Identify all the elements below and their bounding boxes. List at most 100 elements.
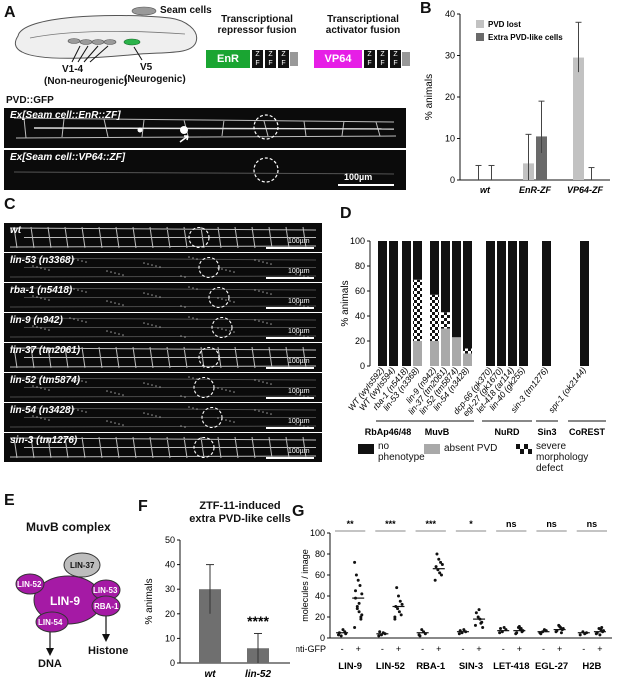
anti-gfp-label: anti-GFP xyxy=(296,644,326,654)
data-point xyxy=(435,552,439,556)
y-tick-label: 40 xyxy=(355,311,365,321)
scale-bar-label: 100µm xyxy=(288,448,310,455)
v5-sublabel: (Neurogenic) xyxy=(124,74,186,85)
micrograph-enr-label: Ex[Seam cell::EnR::ZF] xyxy=(10,110,121,121)
y-tick-label: 60 xyxy=(355,286,365,296)
enr-box: EnR xyxy=(206,50,250,68)
strain-label: lin-53 (n3368) xyxy=(10,255,74,266)
panel-label-f: F xyxy=(138,498,148,515)
data-point xyxy=(354,589,357,593)
data-point xyxy=(360,592,364,596)
legend-severe: severe morphology defect xyxy=(536,441,589,474)
condition-minus: - xyxy=(381,644,384,654)
data-point xyxy=(418,634,422,638)
pvd-image xyxy=(9,406,317,429)
micrograph-enr-zf: Ex[Seam cell::EnR::ZF] xyxy=(4,108,406,148)
data-point xyxy=(341,628,345,632)
scale-bar xyxy=(266,307,314,309)
panel-label-a: A xyxy=(4,4,16,21)
repressor-title: Transcriptional repressor fusion xyxy=(217,14,297,36)
seam-cell-legend-icon xyxy=(131,6,157,16)
y-tick-label: 40 xyxy=(445,9,455,19)
stacked-bar xyxy=(413,241,422,280)
data-point xyxy=(578,633,582,637)
significance-label: ns xyxy=(546,519,557,529)
significance-label: *** xyxy=(385,519,396,529)
v5-label: V5 xyxy=(140,62,153,73)
condition-minus: - xyxy=(341,644,344,654)
condition-minus: - xyxy=(421,644,424,654)
condition-plus: + xyxy=(517,644,522,654)
legend-no-phenotype: no phenotype xyxy=(378,441,425,463)
data-point xyxy=(353,626,357,629)
y-tick-label: 20 xyxy=(165,609,175,619)
pvd-image xyxy=(9,436,317,459)
data-point xyxy=(434,565,438,569)
scale-bar xyxy=(266,367,314,369)
chart-f: 0 10 20 30 40 50 % animals wt lin-52 **** xyxy=(144,535,290,680)
strain-label: lin-9 (n942) xyxy=(10,315,63,326)
data-point xyxy=(517,624,521,628)
y-tick-label: 10 xyxy=(445,134,455,144)
pvd-neuron-image xyxy=(13,114,397,143)
data-point xyxy=(433,578,437,582)
legend-entry: PVD lost xyxy=(488,20,521,29)
histone-label: Histone xyxy=(88,645,129,657)
legend-swatch-severe xyxy=(516,444,532,454)
protein-label: LIN-52 xyxy=(376,661,405,672)
x-tick-label: lin-52 xyxy=(245,669,272,680)
condition-plus: + xyxy=(396,644,401,654)
scale-bar xyxy=(266,337,314,339)
data-point xyxy=(539,632,543,636)
y-tick-label: 20 xyxy=(445,92,455,102)
pvd-image xyxy=(9,226,317,249)
condition-minus: - xyxy=(502,644,505,654)
data-point xyxy=(396,607,400,611)
muvb-diagram xyxy=(15,552,121,656)
condition-plus: + xyxy=(597,644,602,654)
condition-minus: - xyxy=(461,644,464,654)
significance-label: * xyxy=(469,519,473,529)
pvd-neuron-image-2 xyxy=(13,157,395,183)
legend-swatch xyxy=(476,33,484,41)
stacked-bar xyxy=(463,348,472,354)
group-label: Sin3 xyxy=(537,427,556,437)
data-point xyxy=(439,560,443,564)
data-point xyxy=(499,627,503,631)
legend-entry: Extra PVD-like cells xyxy=(488,33,563,42)
stacked-bar xyxy=(413,279,422,341)
y-tick-label: 20 xyxy=(315,612,325,622)
panel-label-g: G xyxy=(292,503,305,520)
stacked-bar xyxy=(389,241,398,366)
data-point xyxy=(399,613,403,617)
pvd-image xyxy=(9,316,317,339)
y-tick-label: 80 xyxy=(355,261,365,271)
seam-cell-v2 xyxy=(79,39,93,45)
stacked-bar xyxy=(430,294,439,341)
data-point xyxy=(438,571,442,575)
activator-title: Transcriptional activator fusion xyxy=(325,14,401,36)
worm-diagram xyxy=(14,6,198,63)
strain-label: wt xyxy=(10,225,22,236)
significance-stars: **** xyxy=(247,613,269,629)
stacked-bar xyxy=(519,241,528,366)
y-tick-label: 40 xyxy=(165,560,175,570)
data-point xyxy=(457,632,461,636)
x-tick-label: VP64-ZF xyxy=(567,185,604,195)
scale-bar-label: 100µm xyxy=(288,268,310,275)
y-axis-label: % animals xyxy=(424,74,435,120)
stacked-bar xyxy=(430,341,439,366)
stacked-bar xyxy=(378,241,387,366)
group-label: NuRD xyxy=(495,427,520,437)
data-point xyxy=(355,607,359,611)
condition-plus: + xyxy=(356,644,361,654)
strain-micrograph: sin-3 (tm1276) 100µm xyxy=(4,433,322,462)
data-point xyxy=(357,601,361,605)
data-point xyxy=(498,631,502,635)
strain-label: sin-3 (tm1276) xyxy=(10,435,78,446)
dna-label: DNA xyxy=(38,658,62,670)
y-tick-label: 0 xyxy=(450,175,455,185)
